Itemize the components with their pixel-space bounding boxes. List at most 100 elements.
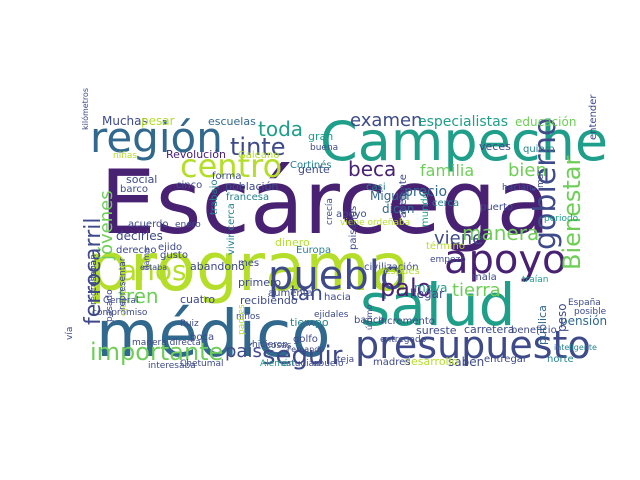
- cloud-word: niños: [236, 312, 260, 322]
- cloud-word: apoyo: [444, 237, 567, 283]
- cloud-word: salud: [360, 271, 515, 339]
- cloud-word: viene ordeñaba: [340, 218, 410, 228]
- cloud-word: precio: [404, 184, 447, 200]
- cloud-word: programa: [88, 229, 410, 306]
- cloud-word: último: [365, 305, 374, 330]
- cloud-word: ejemplo: [119, 279, 129, 316]
- cloud-word: cosas: [266, 341, 292, 351]
- cloud-word: Europa: [296, 245, 331, 256]
- cloud-word: Chetumal: [180, 359, 224, 369]
- cloud-word: mes: [238, 258, 259, 269]
- cloud-word: traían: [522, 275, 548, 285]
- cloud-word: mar: [536, 170, 546, 188]
- cloud-word: aumenta: [268, 288, 313, 299]
- cloud-word: tierra: [452, 280, 501, 301]
- cloud-word: gran: [308, 130, 333, 143]
- cloud-word: viene: [434, 228, 483, 249]
- cloud-word: dicen: [382, 202, 415, 216]
- cloud-word: empezó: [430, 254, 466, 265]
- cloud-word: Escárcega: [100, 151, 550, 254]
- cloud-word: forma: [212, 171, 241, 182]
- cloud-word: vivir cerca: [226, 203, 237, 255]
- cloud-word: social: [126, 173, 157, 186]
- cloud-word: familia: [420, 161, 474, 180]
- cloud-word: Revolución: [166, 148, 226, 161]
- cloud-word: hacia: [324, 292, 351, 303]
- cloud-word: inteligente: [554, 343, 597, 352]
- cloud-word: cinco: [176, 180, 202, 191]
- cloud-word: tiempo: [290, 316, 329, 329]
- cloud-word: tren: [118, 284, 159, 308]
- cloud-word: interesaba: [148, 361, 196, 371]
- cloud-word: recibiendo: [240, 294, 298, 307]
- cloud-word: gobierno: [528, 118, 563, 250]
- cloud-word: poca: [190, 332, 214, 343]
- cloud-word: padres: [237, 304, 247, 335]
- cloud-word: llama: [142, 248, 151, 270]
- cloud-word: manera: [462, 221, 539, 245]
- cloud-word: cerca: [432, 198, 459, 209]
- cloud-word: puerto: [480, 202, 513, 213]
- cloud-word: compromiso: [92, 308, 148, 318]
- cloud-word: veces: [479, 140, 511, 153]
- cloud-word: gente: [298, 163, 330, 176]
- cloud-word: beca: [348, 157, 396, 181]
- cloud-word: médico: [96, 298, 330, 372]
- cloud-word: posible: [574, 307, 607, 317]
- cloud-word: cuatro: [180, 293, 215, 306]
- cloud-word: palo: [380, 274, 431, 302]
- cloud-word: primero: [238, 276, 281, 289]
- cloud-word: población: [225, 180, 278, 193]
- cloud-word: entender: [588, 94, 599, 140]
- cloud-word: maya: [414, 281, 448, 295]
- cloud-word: beneficio: [511, 325, 557, 336]
- cloud-word: gusto: [160, 250, 188, 261]
- cloud-word: años: [120, 254, 187, 287]
- cloud-word: entregado: [380, 335, 427, 345]
- cloud-word: Bienestar: [558, 156, 586, 270]
- cloud-word: pública: [536, 305, 549, 345]
- cloud-word: presupuesto: [355, 323, 591, 367]
- cloud-word: trabajo: [209, 179, 220, 215]
- cloud-word: toda: [258, 117, 303, 141]
- cloud-word: teja: [337, 355, 354, 365]
- cloud-word: decirles: [116, 229, 163, 243]
- cloud-word: crecía: [325, 198, 335, 225]
- cloud-word: sureste: [416, 324, 457, 337]
- cloud-word: abandonó: [190, 260, 245, 273]
- cloud-word: Galeano: [238, 150, 279, 161]
- cloud-word: civilización: [364, 261, 419, 273]
- cloud-word: manera directa: [132, 338, 201, 348]
- cloud-word: ejido: [158, 242, 182, 253]
- cloud-word: jóvenes: [96, 190, 117, 261]
- cloud-word: acuerdo: [128, 219, 169, 230]
- cloud-word: escuelas: [208, 115, 256, 128]
- cloud-word: pensión: [560, 314, 607, 328]
- cloud-word: Fernando: [287, 345, 324, 354]
- cloud-word: enero: [175, 220, 201, 230]
- cloud-word: golfo: [293, 334, 318, 345]
- cloud-word: adelante: [398, 174, 409, 218]
- cloud-word: Cortinés: [290, 159, 332, 171]
- cloud-word: desarrollo: [404, 355, 459, 368]
- cloud-word: región: [90, 113, 223, 162]
- cloud-word: llegar: [410, 287, 444, 301]
- cloud-word: cultura: [89, 260, 99, 292]
- cloud-word: educación: [515, 115, 576, 129]
- cloud-word: quiero: [523, 144, 555, 155]
- cloud-word: hicieron: [252, 340, 288, 350]
- cloud-word: importante: [90, 338, 223, 366]
- cloud-word: país: [225, 341, 262, 362]
- cloud-word: tan: [290, 281, 323, 305]
- cloud-word: incremento: [378, 316, 435, 327]
- cloud-word: mundo: [420, 192, 431, 227]
- cloud-word: España: [568, 298, 601, 308]
- cloud-word: Alemán: [260, 359, 294, 369]
- cloud-word: regresaban: [89, 254, 99, 305]
- cloud-word: después: [378, 265, 420, 277]
- cloud-word: carretera: [464, 323, 515, 336]
- cloud-word: casi: [366, 182, 386, 193]
- cloud-word: saben: [448, 355, 484, 369]
- cloud-word: examen: [350, 110, 422, 131]
